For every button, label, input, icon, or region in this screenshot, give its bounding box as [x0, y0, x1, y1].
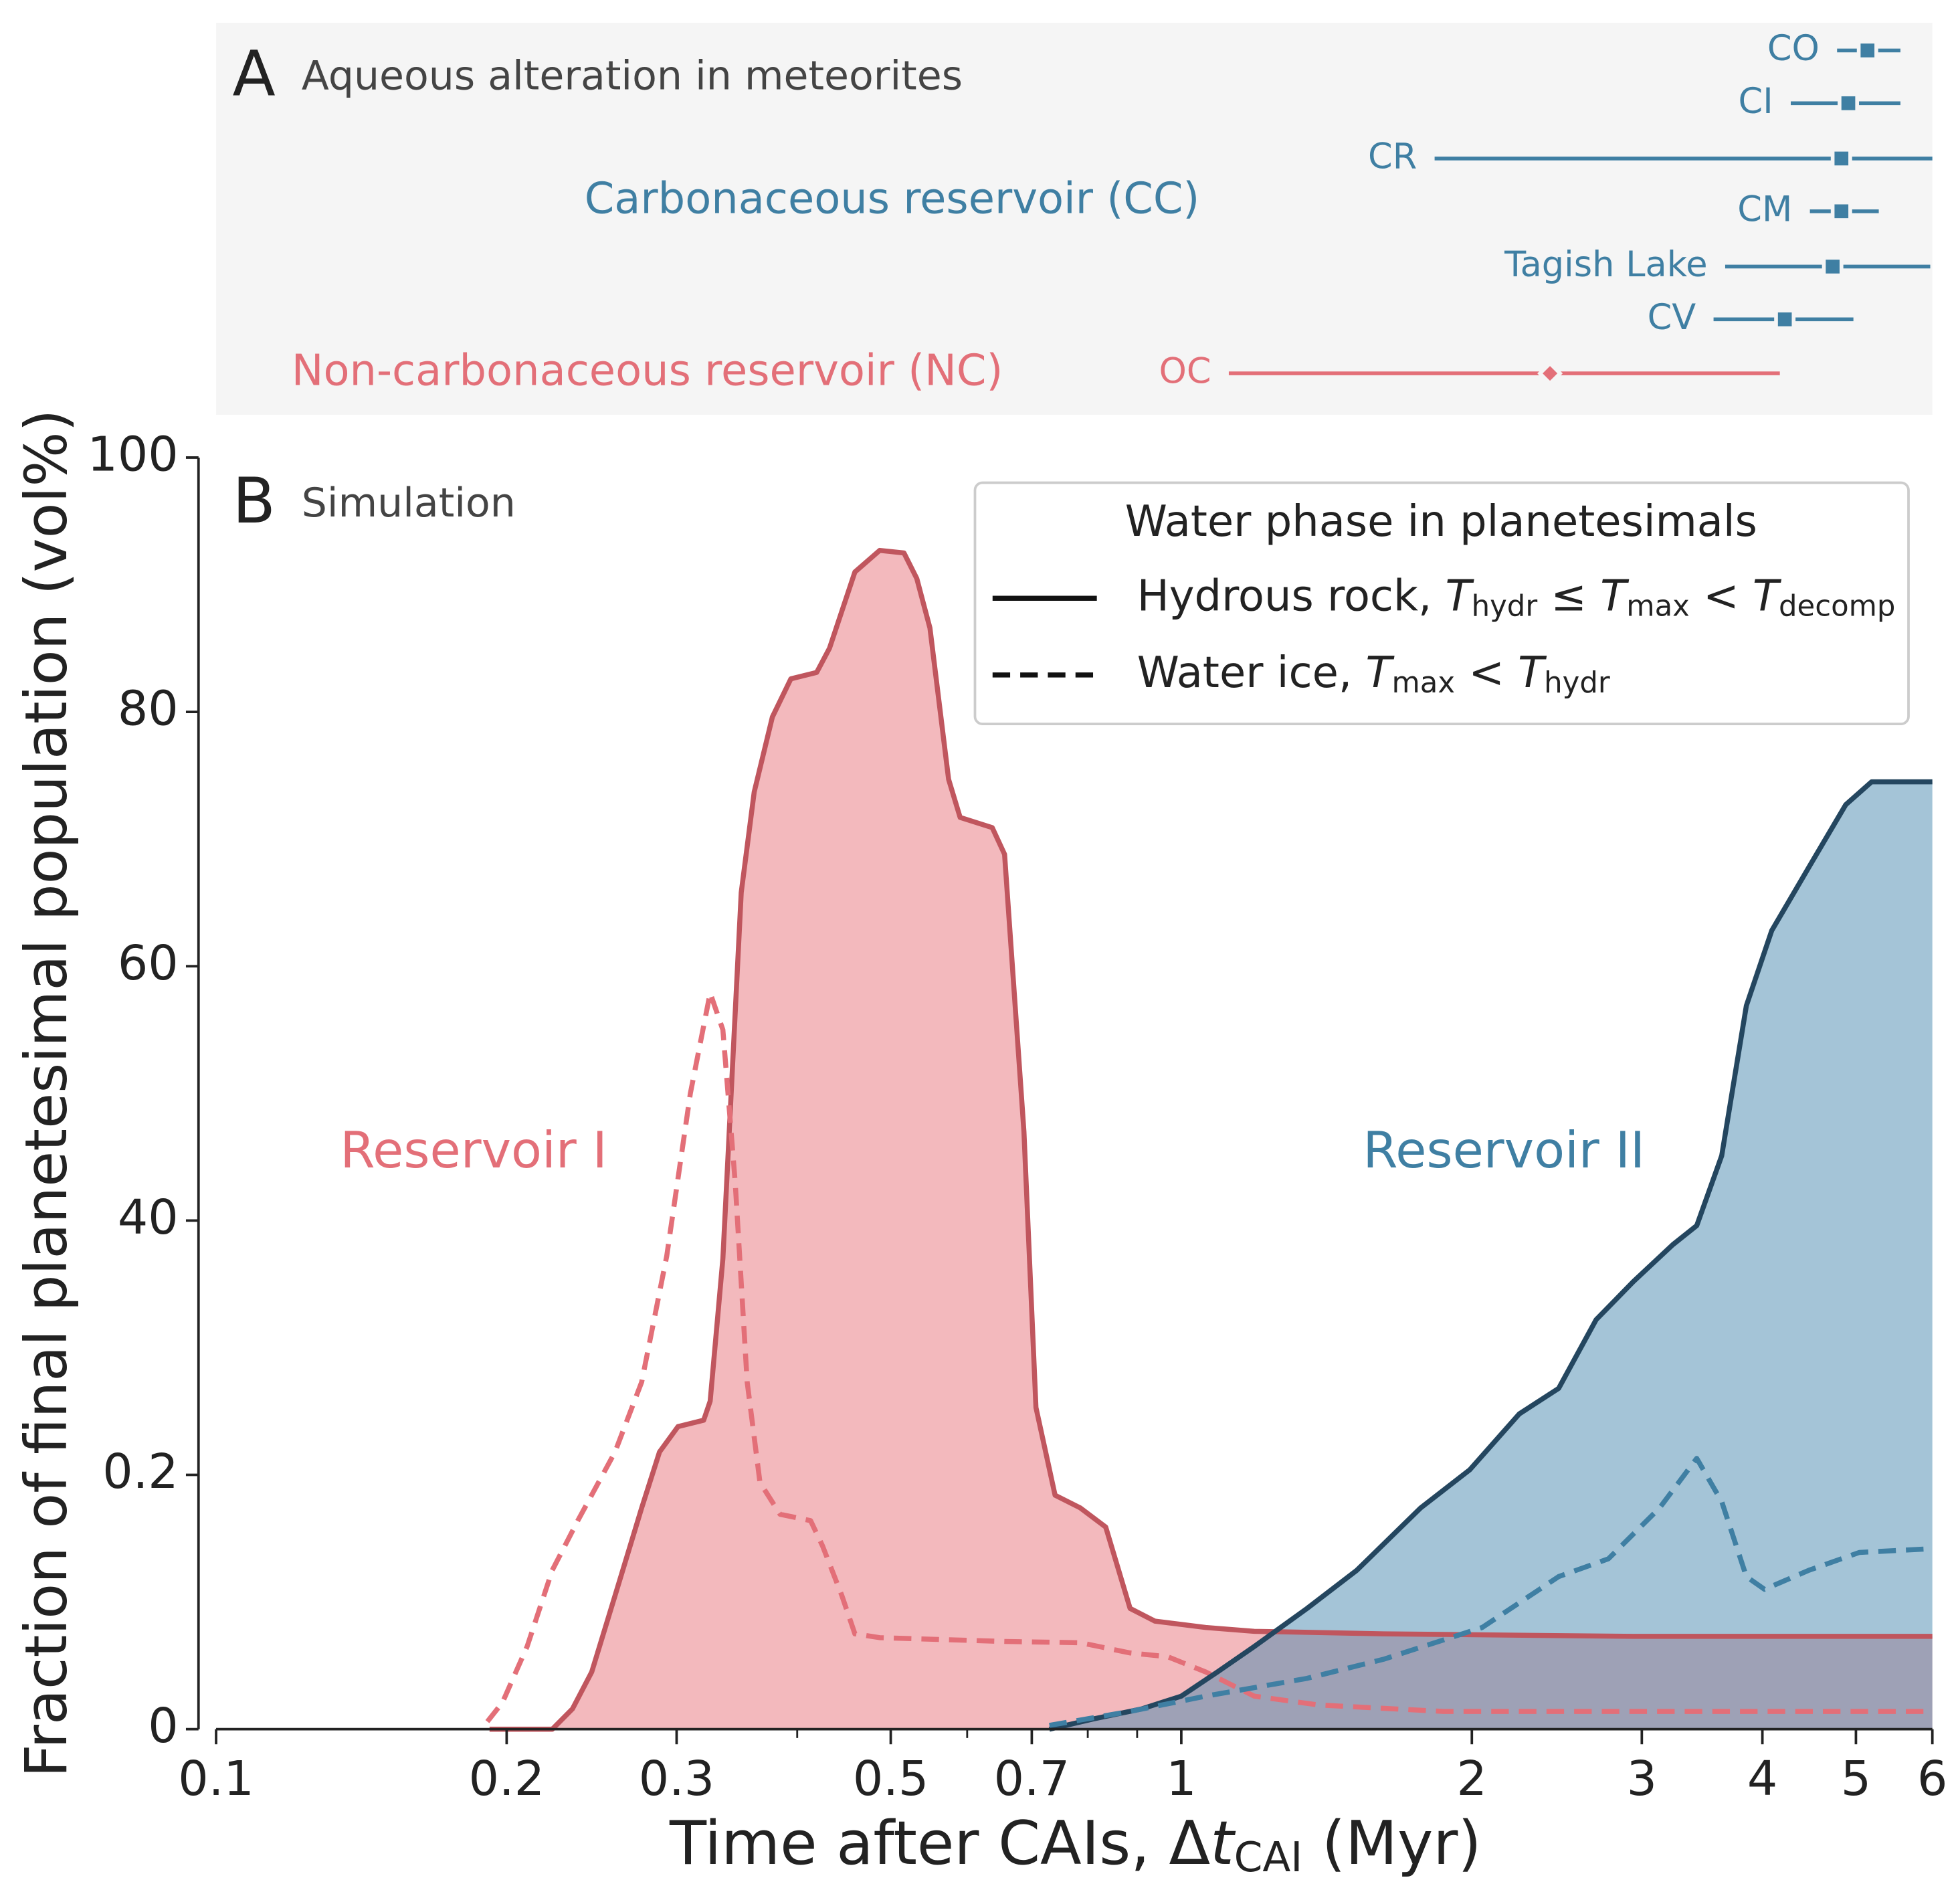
marker: [1838, 92, 1860, 114]
math-subscript: hydr: [1544, 666, 1610, 699]
math-symbol: T: [1518, 648, 1547, 697]
legend-label: Hydrous rock, Thydr ≤ Tmax < Tdecomp: [1137, 571, 1896, 623]
x-axis-label: Time after CAIs, ΔtCAI (Myr): [669, 1808, 1482, 1882]
item-label: CI: [1738, 81, 1773, 122]
x-tick-label: 4: [1747, 1751, 1777, 1806]
text-part: <: [1455, 648, 1518, 697]
item-label: CR: [1368, 136, 1417, 177]
line: [1048, 779, 1933, 1732]
y-tick-label: 80: [118, 681, 179, 737]
legend-box: [973, 481, 1910, 725]
y-tick-label: 60: [118, 935, 179, 991]
legend-label: Water ice, Tmax < Thydr: [1137, 648, 1610, 699]
marker: [1856, 39, 1878, 62]
math-subscript: CAI: [1234, 1834, 1303, 1882]
marker: [1830, 147, 1852, 169]
marker: [1537, 361, 1563, 387]
x-tick-label: 2: [1457, 1751, 1487, 1806]
y-axis-label: Fraction of final planetesimal populatio…: [13, 409, 80, 1778]
math-symbol: T: [1600, 571, 1630, 621]
marker: [1830, 200, 1852, 222]
line: [485, 990, 1933, 1723]
area-fill: [1049, 781, 1933, 1729]
math-subscript: max: [1626, 589, 1690, 623]
x-tick-label: 5: [1841, 1751, 1871, 1806]
panel-label: B: [232, 465, 275, 538]
text-part: ≤: [1537, 571, 1600, 621]
y-tick-label: 0: [148, 1698, 178, 1754]
y-tick-label: 100: [88, 426, 179, 482]
annotation: Non-carbonaceous reservoir (NC): [292, 347, 1003, 396]
x-tick-label: 3: [1627, 1751, 1657, 1806]
panel-title: Aqueous alteration in meteorites: [302, 52, 963, 99]
x-tick-label: 0.3: [639, 1751, 715, 1806]
math-subscript: max: [1392, 666, 1456, 699]
item-label: Tagish Lake: [1504, 244, 1707, 285]
math-subscript: decomp: [1779, 589, 1896, 623]
y-tick-label: 0.2: [102, 1444, 179, 1499]
x-tick-label: 0.5: [853, 1751, 929, 1806]
math-symbol: T: [1366, 648, 1395, 697]
text-part: Water ice,: [1137, 648, 1366, 697]
panel-a-background: [216, 23, 1933, 415]
annotation: Carbonaceous reservoir (CC): [585, 174, 1200, 223]
panel-label: A: [232, 38, 275, 111]
x-tick-label: 0.2: [469, 1751, 545, 1806]
area-fill: [489, 550, 1933, 1729]
text-part: <: [1690, 571, 1753, 621]
annotation: Reservoir II: [1363, 1121, 1645, 1179]
panel-title: Simulation: [302, 480, 516, 527]
line: [489, 547, 1933, 1732]
item-label: CM: [1737, 189, 1792, 229]
line: [1049, 1456, 1933, 1728]
math-symbol: T: [1446, 571, 1475, 621]
text-part: Time after CAIs, Δ: [669, 1808, 1210, 1879]
item-label: OC: [1159, 351, 1211, 392]
legend-title: Water phase in planetesimals: [1125, 497, 1757, 547]
marker: [1774, 308, 1796, 330]
text-part: Hydrous rock,: [1137, 571, 1446, 621]
text-part: (Myr): [1302, 1808, 1481, 1879]
math-subscript: hydr: [1472, 589, 1538, 623]
x-tick-label: 1: [1166, 1751, 1196, 1806]
annotation: Reservoir I: [340, 1121, 607, 1179]
item-label: CV: [1648, 297, 1696, 338]
x-tick-label: 0.1: [178, 1751, 254, 1806]
x-tick-label: 0.7: [994, 1751, 1070, 1806]
x-tick-label: 6: [1917, 1751, 1947, 1806]
math-symbol: t: [1210, 1808, 1236, 1879]
item-label: CO: [1767, 28, 1820, 69]
marker: [1822, 256, 1844, 278]
math-symbol: T: [1753, 571, 1782, 621]
y-tick-label: 40: [118, 1190, 179, 1245]
